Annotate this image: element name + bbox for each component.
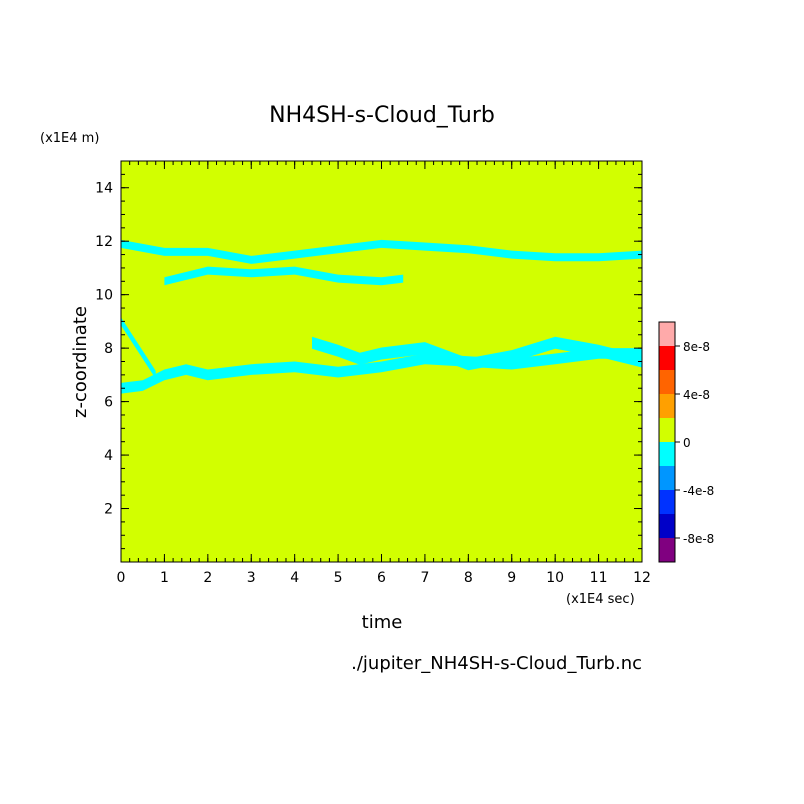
colorbar-label: -8e-8 [683, 532, 714, 546]
colorbar-swatch [659, 394, 675, 418]
x-tick-label: 1 [160, 570, 169, 586]
colorbar-swatch [659, 466, 675, 490]
y-axis-label: z-coordinate [70, 306, 91, 418]
y-tick-label: 8 [104, 341, 113, 357]
source-file-label: ./jupiter_NH4SH-s-Cloud_Turb.nc [351, 653, 642, 674]
colorbar-swatch [659, 514, 675, 538]
colorbar: 8e-8 4e-8 0 -4e-8 -8e-8 [658, 321, 714, 563]
colorbar-label: 4e-8 [683, 388, 710, 402]
colorbar-swatch [659, 490, 675, 514]
x-tick-label: 9 [507, 570, 516, 586]
y-tick-label: 4 [104, 448, 113, 464]
x-tick-label: 8 [464, 570, 473, 586]
x-tick-label: 0 [117, 570, 126, 586]
colorbar-label: 8e-8 [683, 340, 710, 354]
x-tick-label: 6 [377, 570, 386, 586]
mid-band [312, 336, 642, 371]
y-tick-label: 10 [95, 288, 113, 304]
y-tick-label: 12 [95, 234, 113, 250]
left-column [121, 317, 156, 379]
x-tick-label: 2 [203, 570, 212, 586]
x-tick-label: 11 [590, 570, 608, 586]
y-unit-label: (x1E4 m) [40, 131, 99, 146]
y-tick-label: 2 [104, 502, 113, 518]
colorbar-swatch [659, 346, 675, 370]
y-tick-label: 6 [104, 395, 113, 411]
x-tick-label: 12 [633, 570, 651, 586]
colorbar-swatch [659, 442, 675, 466]
colorbar-swatch [659, 418, 675, 442]
y-tick-label: 14 [95, 181, 113, 197]
plot-area [121, 161, 642, 562]
colorbar-swatch [659, 370, 675, 394]
colorbar-swatch [659, 322, 675, 346]
chart-title: NH4SH-s-Cloud_Turb [269, 103, 495, 128]
x-unit-label: (x1E4 sec) [566, 592, 635, 607]
colorbar-swatch [659, 538, 675, 562]
lower-band [121, 348, 642, 394]
x-tick-label: 7 [420, 570, 429, 586]
colorbar-label: 0 [683, 436, 691, 450]
x-tick-label: 5 [334, 570, 343, 586]
x-tick-label: 10 [546, 570, 564, 586]
upper-mid-band [164, 266, 404, 286]
x-tick-label: 4 [290, 570, 299, 586]
upper-band [121, 239, 642, 264]
x-axis-label: time [362, 612, 403, 633]
x-tick-label: 3 [247, 570, 256, 586]
colorbar-label: -4e-8 [683, 484, 714, 498]
